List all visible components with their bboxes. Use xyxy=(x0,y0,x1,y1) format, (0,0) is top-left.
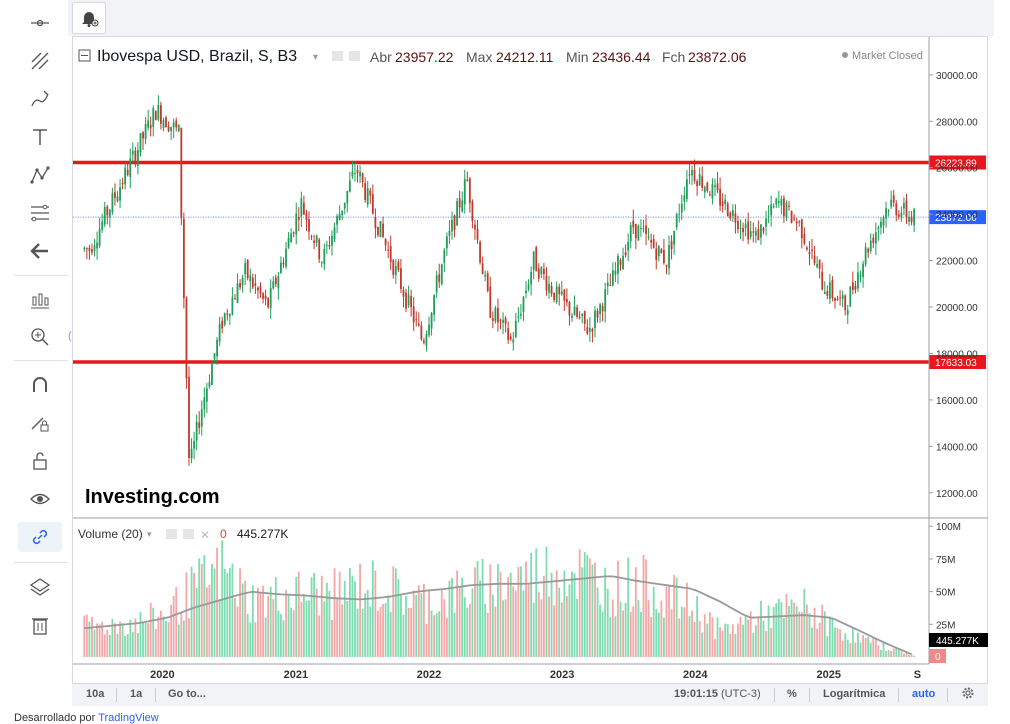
bottom-toolbar: 10a 1a Go to... 19:01:15 (UTC-3) % Logar… xyxy=(72,684,988,706)
alert-bell-icon[interactable] xyxy=(72,2,106,34)
back-arrow-icon[interactable] xyxy=(18,236,62,266)
settings-gear-icon[interactable] xyxy=(961,686,975,703)
trendline-icon[interactable] xyxy=(18,46,62,76)
magnet-icon[interactable] xyxy=(18,370,62,400)
indicators-icon[interactable] xyxy=(18,285,62,315)
range-1y-button[interactable]: 1a xyxy=(130,688,143,700)
footer: Desarrollado por TradingView xyxy=(14,712,159,724)
range-10y-button[interactable]: 10a xyxy=(86,688,105,700)
text-icon[interactable] xyxy=(18,122,62,152)
layers-icon[interactable] xyxy=(18,572,62,602)
fib-icon[interactable] xyxy=(18,198,62,228)
brush-icon[interactable] xyxy=(18,84,62,114)
tradingview-link[interactable]: TradingView xyxy=(98,712,159,724)
log-toggle[interactable]: Logarítmica xyxy=(823,688,886,700)
trash-icon[interactable] xyxy=(18,610,62,640)
chart-frame xyxy=(72,36,988,684)
toolbar-collapse-handle[interactable]: ( xyxy=(68,330,72,342)
goto-button[interactable]: Go to... xyxy=(168,688,206,700)
drawing-toolbar xyxy=(0,0,68,660)
pattern-icon[interactable] xyxy=(18,160,62,190)
top-strip xyxy=(68,0,994,36)
eye-icon[interactable] xyxy=(18,484,62,514)
unlock-icon[interactable] xyxy=(18,446,62,476)
auto-toggle[interactable]: auto xyxy=(912,688,936,700)
zoom-icon[interactable] xyxy=(18,322,62,352)
percent-toggle[interactable]: % xyxy=(787,688,797,700)
crosshair-icon[interactable] xyxy=(18,8,62,38)
footer-prefix: Desarrollado por xyxy=(14,712,96,724)
clock-timezone[interactable]: (UTC-3) xyxy=(721,688,761,700)
lock-draw-icon[interactable] xyxy=(18,408,62,438)
link-icon[interactable] xyxy=(18,522,62,552)
clock-time: 19:01:15 xyxy=(674,688,719,700)
